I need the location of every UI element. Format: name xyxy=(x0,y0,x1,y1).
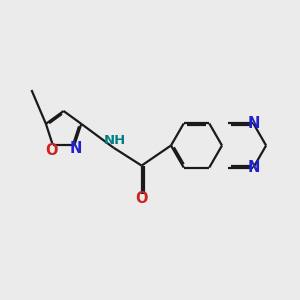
Text: NH: NH xyxy=(104,134,126,148)
Text: N: N xyxy=(247,160,260,175)
Text: N: N xyxy=(70,141,82,156)
Text: N: N xyxy=(247,116,260,131)
Text: O: O xyxy=(135,191,148,206)
Text: O: O xyxy=(46,142,58,158)
